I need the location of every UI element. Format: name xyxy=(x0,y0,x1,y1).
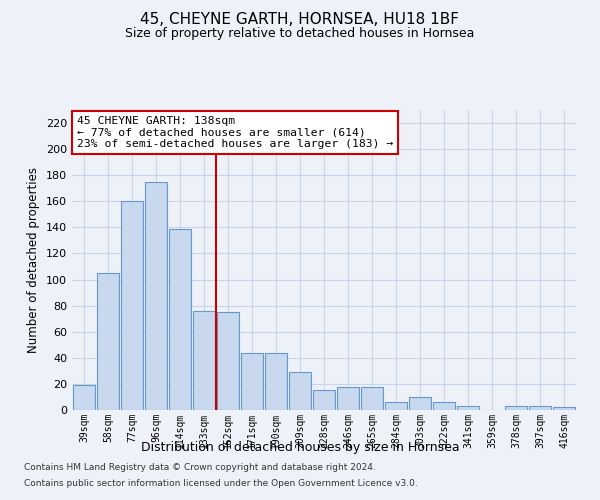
Bar xyxy=(241,352,263,410)
Bar xyxy=(529,406,551,410)
Bar xyxy=(265,352,287,410)
Bar xyxy=(553,408,575,410)
Bar xyxy=(385,402,407,410)
Y-axis label: Number of detached properties: Number of detached properties xyxy=(28,167,40,353)
Bar xyxy=(361,386,383,410)
Bar xyxy=(457,406,479,410)
Bar xyxy=(145,182,167,410)
Bar xyxy=(313,390,335,410)
Bar xyxy=(121,202,143,410)
Text: 45, CHEYNE GARTH, HORNSEA, HU18 1BF: 45, CHEYNE GARTH, HORNSEA, HU18 1BF xyxy=(140,12,460,28)
Text: Contains public sector information licensed under the Open Government Licence v3: Contains public sector information licen… xyxy=(24,478,418,488)
Bar xyxy=(193,311,215,410)
Bar xyxy=(409,397,431,410)
Bar xyxy=(337,386,359,410)
Text: Contains HM Land Registry data © Crown copyright and database right 2024.: Contains HM Land Registry data © Crown c… xyxy=(24,464,376,472)
Bar xyxy=(73,385,95,410)
Bar xyxy=(289,372,311,410)
Text: Size of property relative to detached houses in Hornsea: Size of property relative to detached ho… xyxy=(125,28,475,40)
Bar xyxy=(217,312,239,410)
Bar xyxy=(433,402,455,410)
Text: Distribution of detached houses by size in Hornsea: Distribution of detached houses by size … xyxy=(140,441,460,454)
Bar xyxy=(505,406,527,410)
Bar xyxy=(169,228,191,410)
Text: 45 CHEYNE GARTH: 138sqm
← 77% of detached houses are smaller (614)
23% of semi-d: 45 CHEYNE GARTH: 138sqm ← 77% of detache… xyxy=(77,116,393,149)
Bar xyxy=(97,273,119,410)
